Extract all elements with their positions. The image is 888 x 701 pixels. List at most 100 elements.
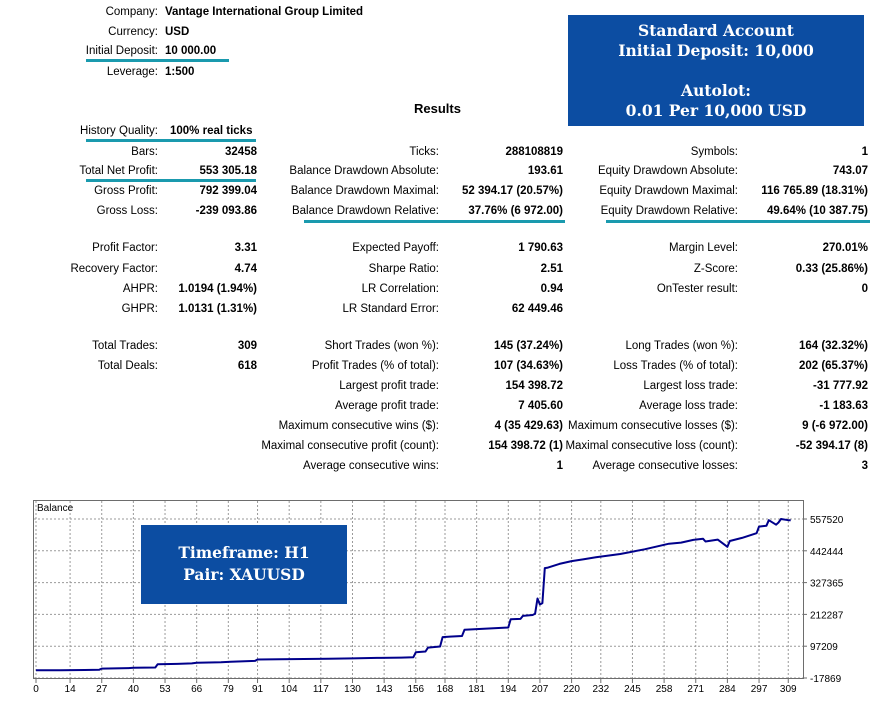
currency-value: USD <box>165 26 190 38</box>
total-net-profit-label: Total Net Profit: <box>79 165 158 177</box>
x-tick-label: 258 <box>656 684 673 695</box>
x-axis-ticks: 0 14 27 40 53 66 79 91 104 117 130 143 156 168 181 194 2… <box>33 679 797 695</box>
total-trades-value: 309 <box>237 340 257 352</box>
average-profit-trade-label: Average profit trade: <box>335 400 439 412</box>
y-tick-label: 327365 <box>810 579 844 590</box>
profit-trades-label: Profit Trades (% of total): <box>311 360 439 372</box>
history-quality-label: History Quality: <box>80 125 158 137</box>
initial-deposit-value: 10 000.00 <box>165 45 217 57</box>
ticks-value: 288108819 <box>505 146 563 158</box>
equity-drawdown-relative-underline <box>606 220 870 223</box>
x-tick-label: 27 <box>96 684 108 695</box>
average-consecutive-wins-label: Average consecutive wins: <box>303 460 439 472</box>
total-trades-label: Total Trades: <box>92 340 158 352</box>
autolot-label-text: Autolot: <box>681 81 751 100</box>
maximal-consecutive-profit-label: Maximal consecutive profit (count): <box>261 440 439 452</box>
maximal-consecutive-profit-value: 154 398.72 (1) <box>488 440 563 452</box>
y-tick-label: -17869 <box>810 674 842 685</box>
x-tick-label: 194 <box>500 684 517 695</box>
long-trades-label: Long Trades (won %): <box>625 340 738 352</box>
lr-correlation-value: 0.94 <box>540 283 563 295</box>
results-heading: Results <box>414 101 461 116</box>
x-tick-label: 220 <box>563 684 580 695</box>
max-consecutive-wins-label: Maximum consecutive wins ($): <box>278 420 439 432</box>
margin-level-label: Margin Level: <box>668 242 738 254</box>
gross-loss-value: -239 093.86 <box>195 205 257 217</box>
profit-trades-value: 107 (34.63%) <box>493 360 563 372</box>
equity-drawdown-relative-value: 49.64% (10 387.75) <box>766 205 868 217</box>
x-tick-label: 79 <box>223 684 235 695</box>
max-consecutive-wins-value: 4 (35 429.63) <box>494 420 563 432</box>
symbols-value: 1 <box>861 146 868 158</box>
account-deposit-text: Initial Deposit: 10,000 <box>618 41 814 60</box>
long-trades-value: 164 (32.32%) <box>798 340 868 352</box>
ghpr-label: GHPR: <box>121 303 158 315</box>
largest-profit-trade-label: Largest profit trade: <box>339 380 439 392</box>
x-tick-label: 309 <box>780 684 797 695</box>
y-tick-label: 97209 <box>810 642 838 653</box>
x-tick-label: 232 <box>592 684 609 695</box>
y-tick-label: 212287 <box>810 610 844 621</box>
x-tick-label: 271 <box>687 684 704 695</box>
timeframe-banner: Timeframe: H1 Pair: XAUUSD <box>141 525 347 604</box>
autolot-value-text: 0.01 Per 10,000 USD <box>625 101 807 120</box>
z-score-value: 0.33 (25.86%) <box>795 263 868 275</box>
equity-drawdown-relative-label: Equity Drawdown Relative: <box>600 205 738 217</box>
loss-trades-label: Loss Trades (% of total): <box>613 360 738 372</box>
balance-drawdown-absolute-label: Balance Drawdown Absolute: <box>289 165 439 177</box>
lr-correlation-label: LR Correlation: <box>361 283 439 295</box>
y-axis-ticks: -17869 97209 212287 327365 442444 557520 <box>803 515 844 685</box>
equity-drawdown-maximal-label: Equity Drawdown Maximal: <box>599 185 738 197</box>
pair-text: Pair: XAUUSD <box>183 565 305 584</box>
balance-drawdown-relative-underline <box>304 220 565 223</box>
gross-loss-label: Gross Loss: <box>96 205 158 217</box>
average-consecutive-losses-label: Average consecutive losses: <box>592 460 738 472</box>
history-quality-underline <box>86 139 256 142</box>
average-consecutive-losses-value: 3 <box>861 460 868 472</box>
x-tick-label: 284 <box>719 684 736 695</box>
x-tick-label: 143 <box>376 684 393 695</box>
equity-drawdown-maximal-value: 116 765.89 (18.31%) <box>761 185 868 197</box>
balance-series-line <box>36 518 791 672</box>
x-tick-label: 297 <box>751 684 768 695</box>
sharpe-ratio-value: 2.51 <box>540 263 563 275</box>
y-tick-label: 557520 <box>810 515 844 526</box>
largest-loss-trade-value: -31 777.92 <box>813 380 868 392</box>
average-consecutive-wins-value: 1 <box>556 460 563 472</box>
leverage-label: Leverage: <box>106 66 158 78</box>
margin-level-value: 270.01% <box>822 242 868 254</box>
balance-drawdown-relative-label: Balance Drawdown Relative: <box>291 205 439 217</box>
balance-drawdown-maximal-label: Balance Drawdown Maximal: <box>290 185 439 197</box>
x-tick-label: 156 <box>407 684 424 695</box>
x-tick-label: 245 <box>624 684 641 695</box>
x-tick-label: 130 <box>344 684 361 695</box>
currency-label: Currency: <box>108 26 158 38</box>
balance-drawdown-absolute-value: 193.61 <box>527 165 563 177</box>
lr-standard-error-value: 62 449.46 <box>511 303 563 315</box>
chart-line-layer <box>36 518 791 672</box>
x-tick-label: 53 <box>159 684 171 695</box>
recovery-factor-value: 4.74 <box>234 263 257 275</box>
ahpr-label: AHPR: <box>122 283 158 295</box>
ghpr-value: 1.0131 (1.31%) <box>178 303 257 315</box>
leverage-value: 1:500 <box>165 66 195 78</box>
company-value: Vantage International Group Limited <box>165 6 364 18</box>
chart-plot-frame <box>33 500 804 679</box>
expected-payoff-label: Expected Payoff: <box>352 242 439 254</box>
bars-value: 32458 <box>225 146 257 158</box>
maximal-consecutive-loss-label: Maximal consecutive loss (count): <box>565 440 738 452</box>
x-tick-label: 207 <box>532 684 549 695</box>
average-profit-trade-value: 7 405.60 <box>518 400 563 412</box>
x-tick-label: 181 <box>468 684 485 695</box>
x-tick-label: 91 <box>252 684 264 695</box>
x-tick-label: 117 <box>313 684 329 695</box>
initial-deposit-label: Initial Deposit: <box>85 45 158 57</box>
x-tick-label: 40 <box>128 684 140 695</box>
history-quality-value: 100% real ticks <box>170 125 253 137</box>
profit-factor-label: Profit Factor: <box>92 242 158 254</box>
profit-factor-value: 3.31 <box>234 242 257 254</box>
max-consecutive-losses-label: Maximum consecutive losses ($): <box>568 420 738 432</box>
x-tick-label: 66 <box>191 684 203 695</box>
lr-standard-error-label: LR Standard Error: <box>342 303 439 315</box>
total-net-profit-value: 553 305.18 <box>199 165 257 177</box>
